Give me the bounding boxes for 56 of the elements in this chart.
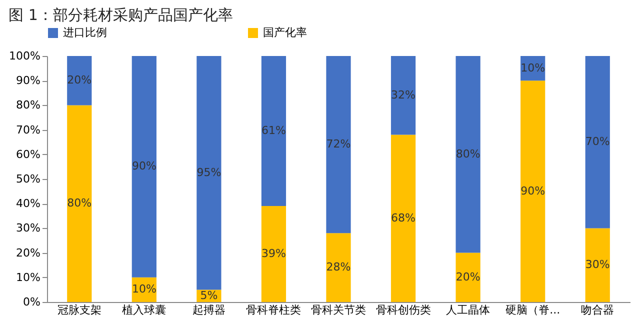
data-label: 80% xyxy=(456,147,480,160)
x-tick-label: 骨科创伤类 xyxy=(376,304,431,316)
x-tick-label: 冠脉支架 xyxy=(57,304,102,316)
x-tick-label: 人工晶体 xyxy=(446,304,490,316)
x-tick-label: 吻合器 xyxy=(581,304,614,316)
bar xyxy=(326,233,351,302)
bar xyxy=(390,56,416,135)
bar xyxy=(390,134,416,302)
y-tick-label: 30% xyxy=(16,222,40,235)
bar xyxy=(67,56,92,106)
y-tick-label: 40% xyxy=(16,197,40,210)
y-tick-label: 70% xyxy=(16,123,40,136)
x-tick-label: 硬脑（脊... xyxy=(506,304,560,316)
bar xyxy=(196,56,222,290)
data-label: 61% xyxy=(261,124,286,138)
chart-title: 图 1：部分耗材采购产品国产化率 xyxy=(8,6,233,24)
y-tick-label: 20% xyxy=(16,246,40,260)
data-label: 10% xyxy=(520,61,546,74)
data-label: 39% xyxy=(261,247,286,260)
bar xyxy=(585,56,610,228)
y-tick-label: 90% xyxy=(16,74,40,88)
data-label: 90% xyxy=(132,160,156,173)
data-label: 5% xyxy=(200,288,218,302)
x-tick-label: 骨科关节类 xyxy=(311,304,366,316)
data-label: 90% xyxy=(520,184,546,198)
x-tick-label: 植入球囊 xyxy=(122,304,166,316)
y-tick-label: 0% xyxy=(23,296,40,308)
y-tick-label: 80% xyxy=(16,98,40,112)
y-tick-label: 100% xyxy=(9,50,40,62)
data-label: 95% xyxy=(196,166,222,179)
data-label: 80% xyxy=(67,196,92,210)
bar xyxy=(456,56,480,253)
x-tick-label: 骨科脊柱类 xyxy=(246,304,302,316)
data-label: 20% xyxy=(456,270,480,284)
bar xyxy=(585,228,610,302)
data-label: 32% xyxy=(391,88,416,102)
bar xyxy=(261,56,286,206)
y-tick-label: 60% xyxy=(16,148,40,161)
legend-label: 进口比例 xyxy=(63,26,107,39)
data-label: 10% xyxy=(132,282,156,296)
data-label: 20% xyxy=(67,74,92,87)
legend-label: 国产化率 xyxy=(263,26,307,39)
x-tick-label: 起搏器 xyxy=(192,304,226,316)
y-tick-label: 10% xyxy=(16,270,40,284)
data-label: 70% xyxy=(585,135,610,148)
bar xyxy=(520,80,546,302)
data-label: 30% xyxy=(585,258,610,272)
bar xyxy=(326,56,351,234)
bar xyxy=(261,206,286,302)
y-tick-label: 50% xyxy=(16,172,40,186)
data-label: 72% xyxy=(326,138,351,151)
data-label: 28% xyxy=(326,260,351,274)
bar xyxy=(132,56,156,278)
bar xyxy=(67,105,92,302)
data-label: 68% xyxy=(391,211,416,224)
bar xyxy=(456,252,480,302)
